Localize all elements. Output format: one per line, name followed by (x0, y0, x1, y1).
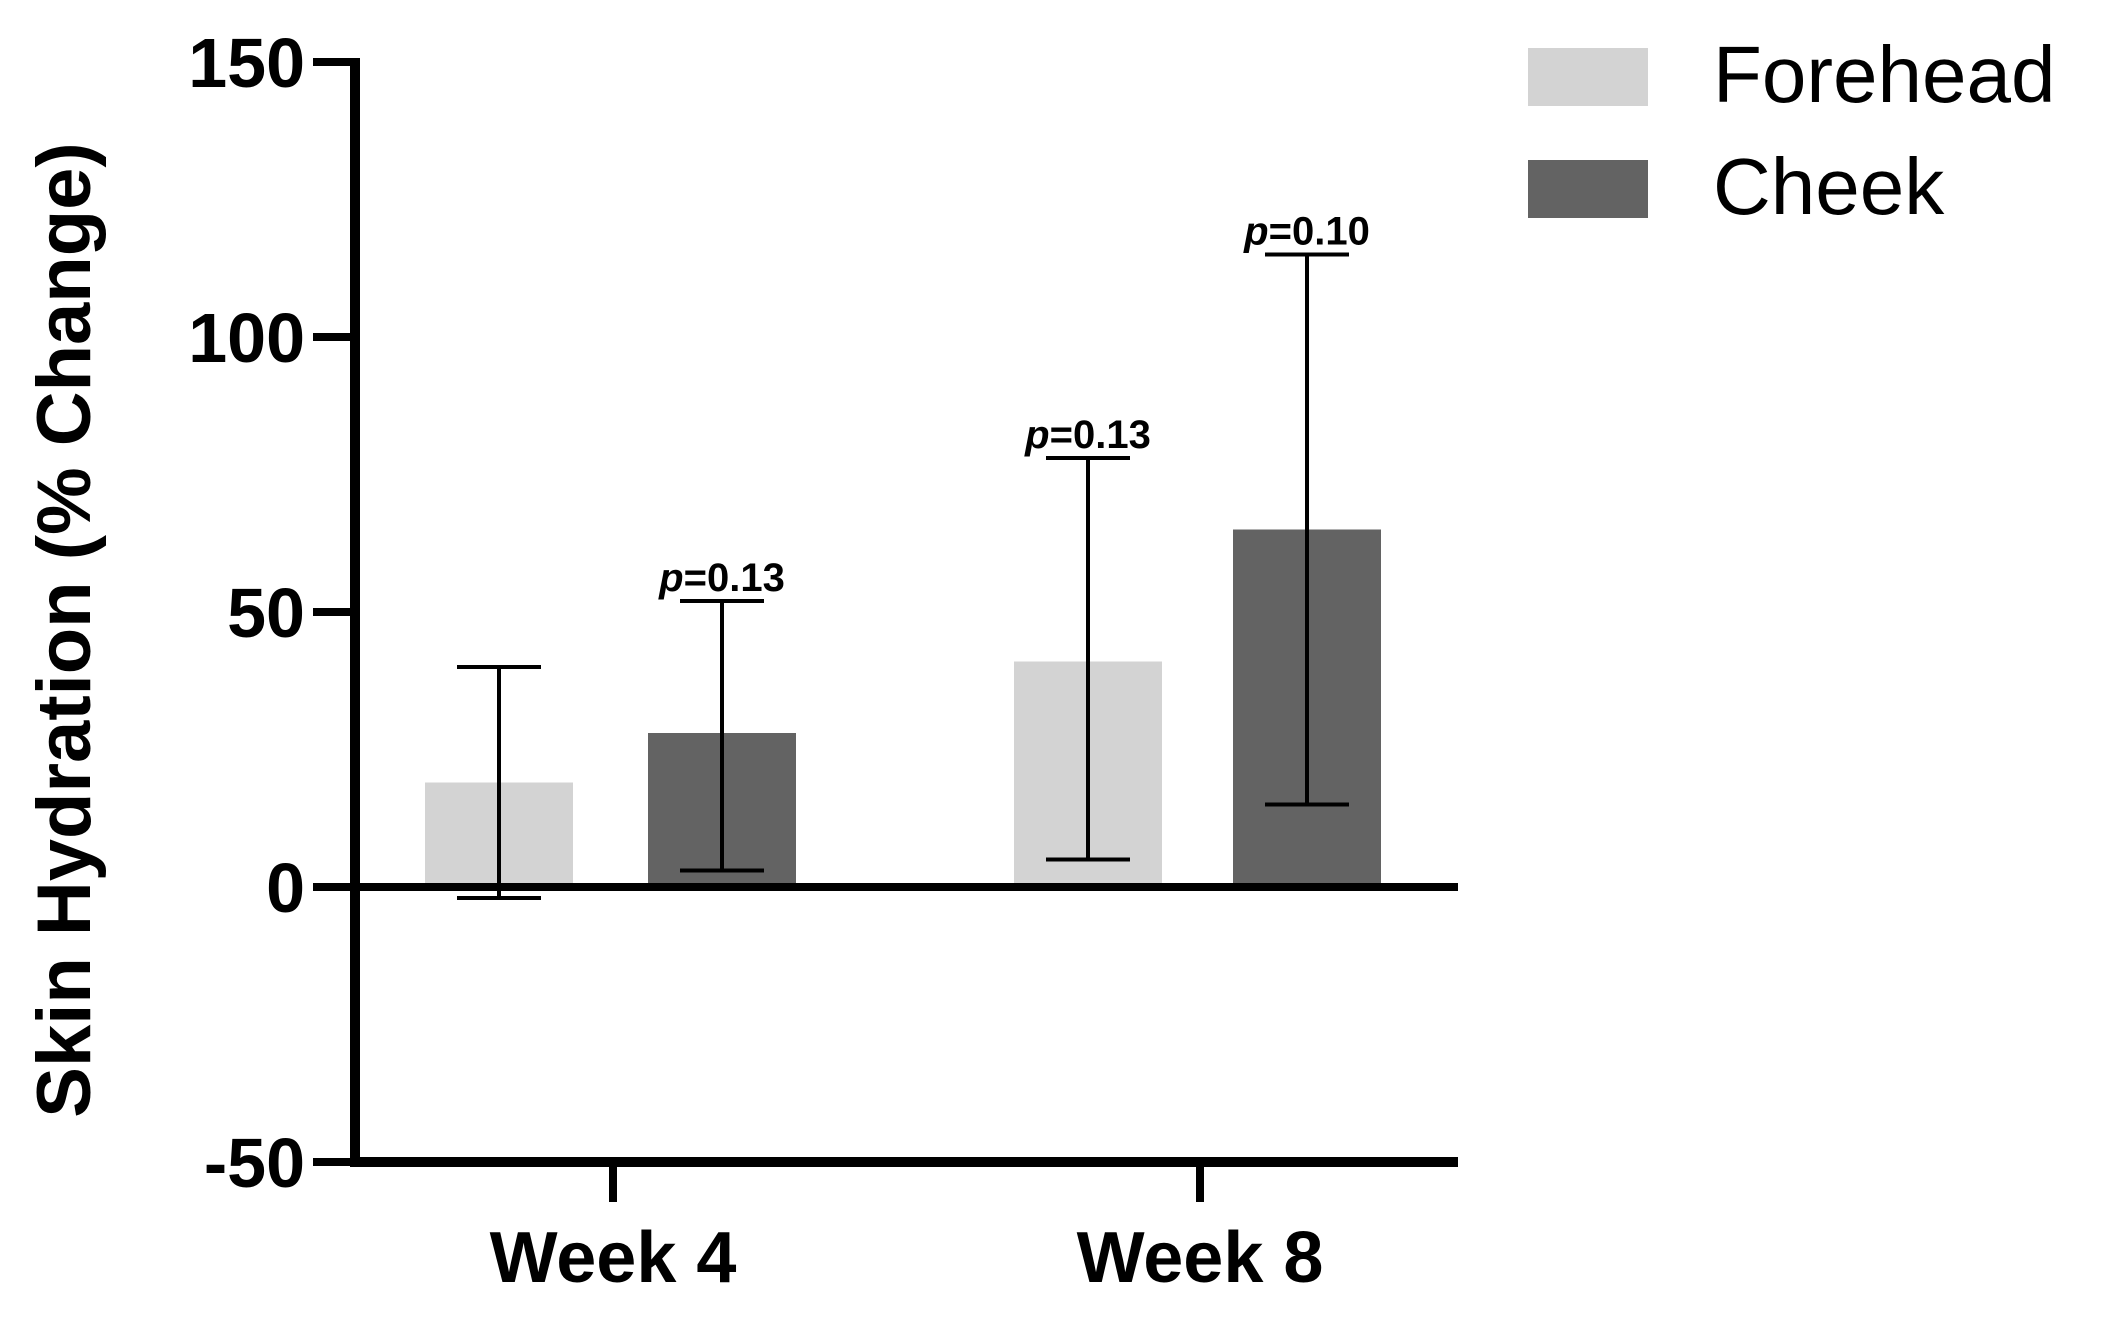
y-tick-label: 150 (188, 24, 305, 102)
legend-swatch-cheek (1528, 160, 1648, 218)
p-symbol: p (1024, 413, 1049, 457)
p-symbol: p (658, 556, 683, 600)
y-axis-label: Skin Hydration (% Change) (22, 142, 107, 1117)
legend-label-cheek: Cheek (1713, 142, 1945, 231)
p-value: =0.10 (1269, 210, 1370, 254)
y-tick-label: 50 (227, 574, 305, 652)
y-tick-label: 100 (188, 299, 305, 377)
y-tick-label: -50 (204, 1124, 305, 1202)
y-tick-label: 0 (266, 849, 305, 927)
p-value-annotation: p=0.10 (1243, 210, 1370, 254)
x-tick-label: Week 4 (490, 1218, 737, 1298)
p-value-annotation: p=0.13 (1024, 413, 1151, 457)
p-value: =0.13 (1050, 413, 1151, 457)
legend-label-forehead: Forehead (1713, 30, 2055, 119)
p-value: =0.13 (684, 556, 785, 600)
legend-swatch-forehead (1528, 48, 1648, 106)
p-symbol: p (1243, 210, 1268, 254)
x-tick-label: Week 8 (1077, 1218, 1324, 1298)
p-value-annotation: p=0.13 (658, 556, 785, 600)
